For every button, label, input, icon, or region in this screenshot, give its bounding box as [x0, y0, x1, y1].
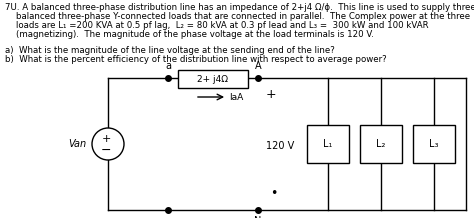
Text: a)  What is the magnitude of the line voltage at the sending end of the line?: a) What is the magnitude of the line vol…	[5, 46, 335, 55]
Bar	[307, 125, 349, 163]
Text: L₃: L₃	[429, 139, 439, 149]
Text: n: n	[165, 216, 171, 218]
Text: −: −	[101, 143, 111, 157]
Text: Van: Van	[68, 139, 86, 149]
Text: b)  What is the percent efficiency of the distribution line with respect to aver: b) What is the percent efficiency of the…	[5, 55, 387, 64]
Bar	[413, 125, 455, 163]
Text: (magnetizing).  The magnitude of the phase voltage at the load terminals is 120 : (magnetizing). The magnitude of the phas…	[5, 30, 374, 39]
Text: +: +	[266, 88, 277, 101]
Text: A: A	[255, 61, 261, 71]
Text: IaA: IaA	[229, 92, 243, 102]
Text: L₂: L₂	[376, 139, 386, 149]
Text: 2+ j4Ω: 2+ j4Ω	[198, 75, 228, 83]
Circle shape	[92, 128, 124, 160]
Text: L₁: L₁	[323, 139, 333, 149]
Bar	[178, 70, 248, 88]
Text: N: N	[255, 216, 262, 218]
Text: •: •	[270, 187, 277, 200]
Text: a: a	[165, 61, 171, 71]
Bar	[360, 125, 402, 163]
Text: 7U. A balanced three-phase distribution line has an impedance of 2+j4 Ω/ϕ.  This: 7U. A balanced three-phase distribution …	[5, 3, 474, 12]
Text: +: +	[101, 134, 111, 144]
Text: balanced three-phase Y-connected loads that are connected in parallel.  The Comp: balanced three-phase Y-connected loads t…	[5, 12, 470, 21]
Text: 120 V: 120 V	[266, 141, 294, 151]
Text: loads are L₁ =200 KVA at 0.5 pf lag,  L₂ = 80 kVA at 0.3 pf lead and L₃ =  300 k: loads are L₁ =200 KVA at 0.5 pf lag, L₂ …	[5, 21, 428, 30]
